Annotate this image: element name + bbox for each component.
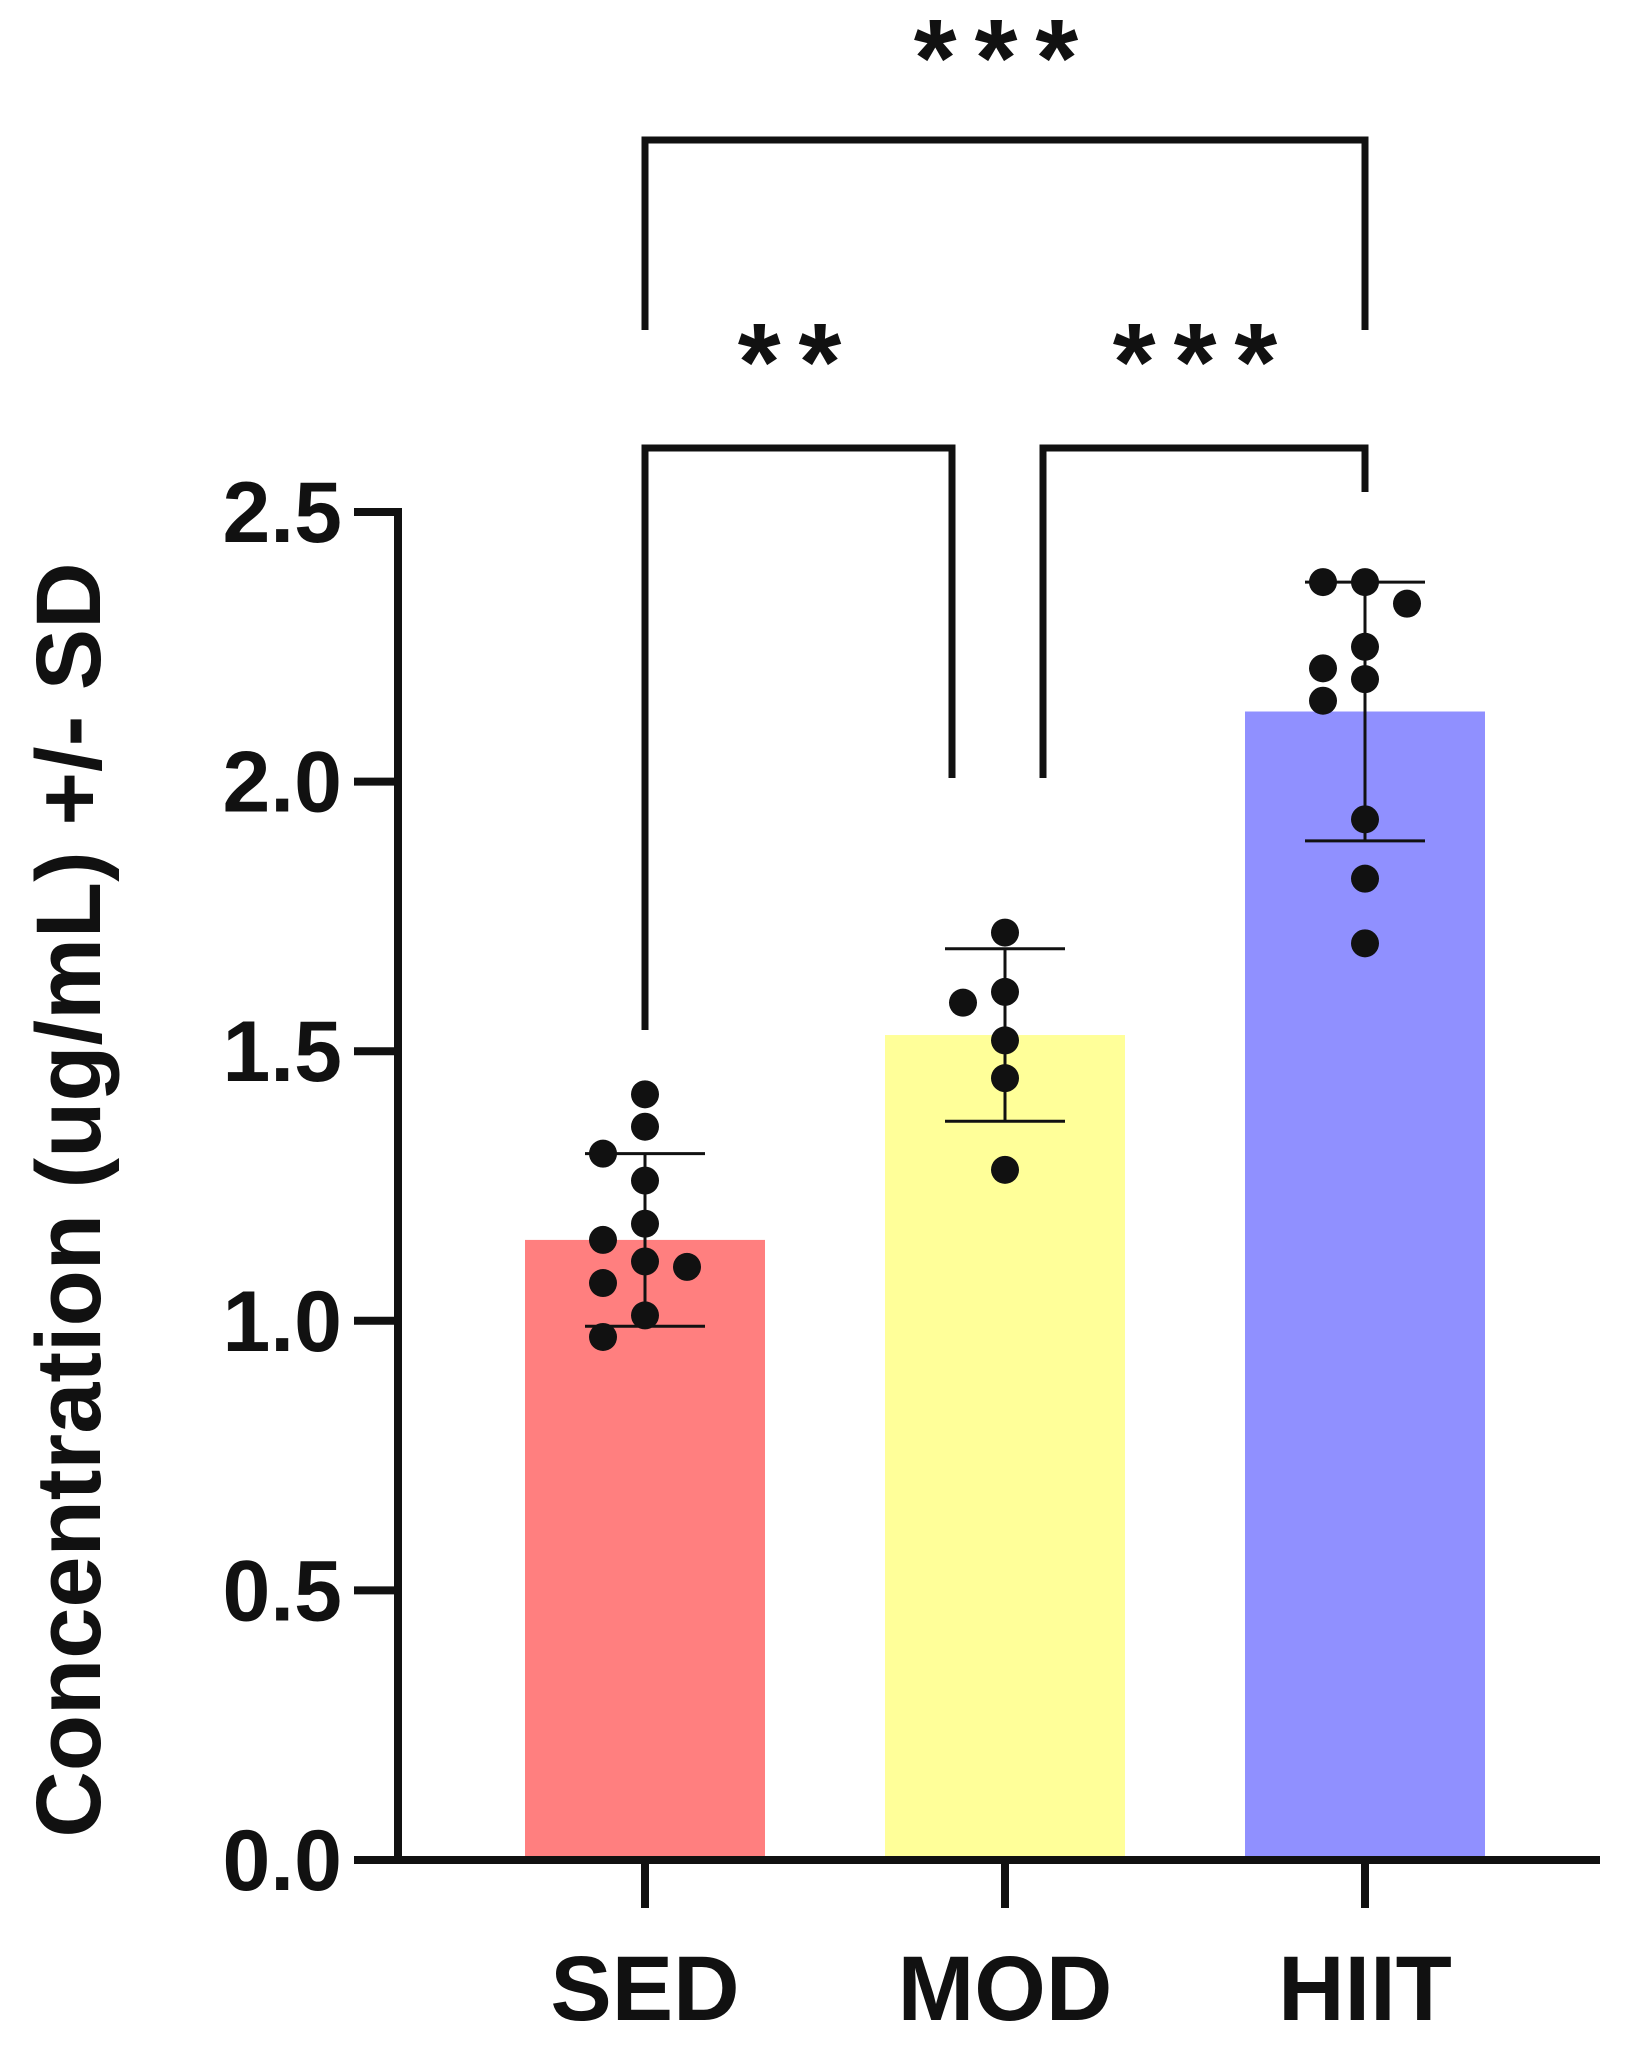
- sig-label-mod-hiit: ***: [1113, 301, 1295, 424]
- sig-bracket-sed-hiit: [641, 136, 1369, 330]
- data-point-hiit: [1351, 929, 1379, 958]
- bar-hiit: [1245, 711, 1485, 1860]
- data-point-sed: [631, 1247, 659, 1276]
- y-tick-label: 0.5: [222, 1543, 342, 1639]
- x-tick-label-sed: SED: [550, 1938, 739, 2040]
- y-tick-label: 2.0: [222, 735, 342, 831]
- y-tick-label: 1.0: [222, 1274, 342, 1370]
- y-tick-label: 1.5: [222, 1004, 342, 1100]
- sig-label-sed-mod: **: [738, 301, 860, 424]
- data-point-hiit: [1351, 568, 1379, 597]
- data-point-hiit: [1393, 589, 1421, 618]
- y-axis-title: Concentration (ug/mL) +/- SD: [18, 562, 120, 1837]
- data-point-sed: [631, 1080, 659, 1109]
- data-point-mod: [949, 988, 977, 1017]
- data-point-hiit: [1309, 686, 1337, 715]
- data-point-sed: [589, 1225, 617, 1254]
- sig-bracket-mod-hiit: [1039, 444, 1369, 778]
- data-point-mod: [991, 1155, 1019, 1184]
- data-point-sed: [631, 1112, 659, 1141]
- data-point-hiit: [1351, 632, 1379, 661]
- x-tick-label-hiit: HIIT: [1278, 1938, 1452, 2040]
- data-point-sed: [673, 1252, 701, 1281]
- sig-label-sed-hiit: ***: [914, 0, 1096, 120]
- data-point-sed: [631, 1166, 659, 1195]
- sig-bracket-sed-mod: [641, 444, 956, 1030]
- data-point-mod: [991, 1026, 1019, 1055]
- data-point-hiit: [1351, 665, 1379, 694]
- data-point-sed: [631, 1209, 659, 1238]
- data-point-hiit: [1351, 864, 1379, 893]
- data-point-hiit: [1309, 568, 1337, 597]
- data-point-mod: [991, 1064, 1019, 1093]
- bar-sed: [525, 1239, 765, 1860]
- data-point-sed: [589, 1269, 617, 1298]
- data-point-hiit: [1309, 654, 1337, 683]
- y-tick-label: 2.5: [222, 465, 342, 561]
- data-point-sed: [589, 1139, 617, 1168]
- y-tick-label: 0.0: [222, 1813, 342, 1909]
- data-point-mod: [991, 918, 1019, 947]
- x-tick-label-mod: MOD: [898, 1938, 1113, 2040]
- data-point-hiit: [1351, 805, 1379, 834]
- data-point-mod: [991, 977, 1019, 1006]
- data-point-sed: [631, 1301, 659, 1330]
- data-point-sed: [589, 1322, 617, 1351]
